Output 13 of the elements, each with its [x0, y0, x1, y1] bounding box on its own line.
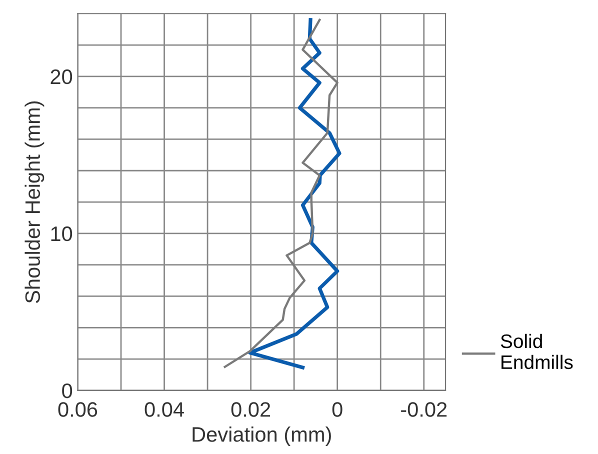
x-tick-label: 0.02 [231, 402, 270, 417]
line-series [248, 18, 342, 370]
y-tick-label: 10 [51, 226, 72, 242]
x-tick-label: 0.04 [144, 402, 184, 417]
x-tick-label: 0 [332, 402, 342, 417]
line-series [224, 18, 338, 368]
y-axis-title: Shoulder Height (mm) [24, 101, 44, 303]
y-tick-label: 0 [62, 383, 72, 398]
x-tick-label: -0.02 [401, 402, 447, 417]
legend-label: Solid Endmills [500, 334, 573, 370]
x-tick-label: 0.06 [58, 402, 98, 417]
y-tick-label: 20 [50, 69, 72, 84]
x-axis-title: Deviation (mm) [192, 426, 331, 446]
